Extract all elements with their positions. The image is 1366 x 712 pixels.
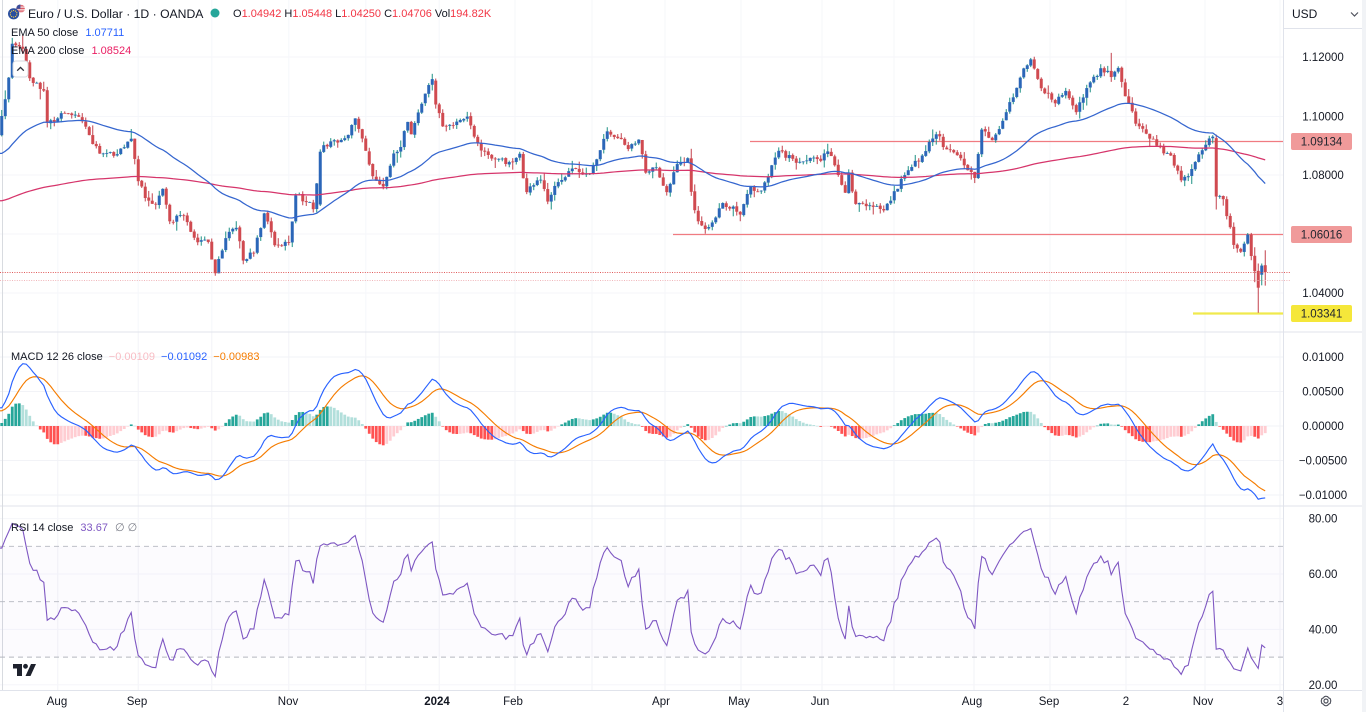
svg-text:0.00500: 0.00500 [1302, 387, 1344, 399]
svg-text:1.12000: 1.12000 [1302, 52, 1344, 64]
svg-text:Aug: Aug [47, 696, 67, 708]
svg-text:Apr: Apr [652, 696, 670, 708]
svg-text:1.03341: 1.03341 [1301, 309, 1343, 321]
svg-text:20.00: 20.00 [1309, 680, 1338, 692]
svg-text:Jun: Jun [811, 696, 830, 708]
svg-text:1.09134: 1.09134 [1301, 137, 1343, 149]
svg-text:60.00: 60.00 [1309, 569, 1338, 581]
svg-text:Aug: Aug [962, 696, 982, 708]
svg-text:−0.01000: −0.01000 [1299, 490, 1347, 502]
svg-text:2: 2 [1123, 696, 1129, 708]
svg-text:0.01000: 0.01000 [1302, 352, 1344, 364]
svg-text:USD: USD [1292, 7, 1318, 21]
svg-text:Sep: Sep [1039, 696, 1059, 708]
svg-text:MACD 12 26 close −0.00109 −0.0: MACD 12 26 close −0.00109 −0.01092 −0.00… [11, 351, 259, 363]
svg-text:1.04000: 1.04000 [1302, 288, 1344, 300]
svg-text:RSI 14 close 33.67 ∅ ∅: RSI 14 close 33.67 ∅ ∅ [11, 522, 137, 534]
svg-text:1.06016: 1.06016 [1301, 230, 1343, 242]
svg-text:1.10000: 1.10000 [1302, 112, 1344, 124]
svg-text:Euro / U.S. Dollar · 1D · OAND: Euro / U.S. Dollar · 1D · OANDA [28, 7, 204, 21]
svg-text:2024: 2024 [424, 696, 450, 708]
svg-text:80.00: 80.00 [1309, 514, 1338, 526]
svg-text:May: May [728, 696, 750, 708]
svg-text:Nov: Nov [1193, 696, 1214, 708]
svg-text:0.00000: 0.00000 [1302, 421, 1344, 433]
svg-text:EMA 50 close 1.07711: EMA 50 close 1.07711 [11, 27, 124, 39]
svg-text:1.08000: 1.08000 [1302, 170, 1344, 182]
svg-text:40.00: 40.00 [1309, 624, 1338, 636]
svg-text:EMA 200 close 1.08524: EMA 200 close 1.08524 [11, 45, 131, 57]
svg-text:O1.04942 H1.05448 L1.04250 C1.: O1.04942 H1.05448 L1.04250 C1.04706 Vol1… [233, 8, 492, 20]
svg-text:Nov: Nov [278, 696, 299, 708]
svg-text:3: 3 [1277, 696, 1283, 708]
svg-text:Sep: Sep [127, 696, 147, 708]
svg-text:−0.00500: −0.00500 [1299, 456, 1347, 468]
svg-text:Feb: Feb [503, 696, 523, 708]
